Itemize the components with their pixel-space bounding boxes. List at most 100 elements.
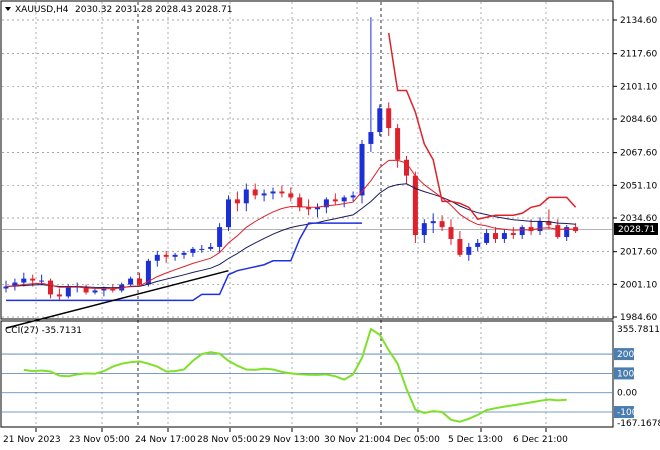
cci-min-label: -167.1678 [617,419,660,429]
candle-body [243,189,249,204]
current-price-box [614,223,658,235]
candle-body [475,242,481,247]
candle-body [297,197,303,208]
candle-body [386,108,392,129]
candle-body [65,286,71,297]
candle-body [466,246,472,255]
time-tick-label: 5 Dec 13:00 [448,435,503,445]
candle-body [501,233,507,239]
candle-body [3,286,9,289]
candle-body [145,260,151,285]
candle-body [261,193,267,196]
trailing-stop-support [6,222,362,302]
price-tick-label: 2034.60 [620,214,657,224]
cci-level-label: 100 [617,369,634,379]
price-tick-label: 2084.60 [620,115,657,125]
candle-body [306,207,312,210]
candle-body [172,254,178,257]
cci-line [23,327,567,423]
candle-body [404,159,409,176]
indicator-lines [5,32,577,423]
candle-body [101,288,107,291]
candle-body [92,290,98,293]
candle-body [199,248,205,250]
cci-max-label: 355.7811 [617,325,660,335]
cci-level-label: -100 [617,408,638,418]
time-tick-label: 6 Dec 21:00 [513,435,568,445]
cci-levels [2,353,612,413]
candle-body [430,221,436,224]
cci-level-label: 0.00 [617,389,637,399]
candle-body [368,132,374,144]
candle-body [252,189,258,196]
price-tick-label: 2101.10 [620,82,657,92]
ma-fast-line [5,159,576,290]
candle-body [519,227,525,236]
candles-layer [3,17,579,301]
price-tick-label: 2051.10 [620,181,657,191]
candle-body [217,227,223,247]
candle-body [546,221,552,226]
candle-body [315,207,320,210]
candle-body [56,294,62,297]
ohlc-label: 2030.32 2031.28 2028.43 2028.71 [75,5,232,15]
candle-body [448,227,454,239]
trailing-stop-resistance [387,32,577,221]
time-tick-label: 23 Nov 05:00 [69,435,130,445]
main-panel[interactable] [0,0,614,320]
candle-body [226,199,231,228]
candle-body [190,248,196,253]
price-tick-label: 2017.60 [620,248,657,258]
candle-body [39,280,45,282]
candle-body [528,227,534,232]
time-tick-label: 21 Nov 2023 [3,435,61,445]
cci-level-box [614,348,634,361]
current-price-label: 2028.71 [618,225,655,235]
candle-body [279,191,285,194]
candle-body [163,254,169,257]
candle-body [323,199,329,208]
time-tick-label: 4 Dec 05:00 [385,435,440,445]
candle-body [208,246,214,249]
candle-body [412,175,418,236]
cci-level-labels: 200 100 0.00 -100 [614,348,638,419]
candle-body [341,197,347,202]
price-tick-label: 2067.60 [620,149,657,159]
price-tick-label: 2134.60 [620,16,657,26]
candle-body [421,223,427,236]
candle-body [359,143,365,196]
candle-body [21,278,27,283]
candle-body [395,128,401,160]
candle-body [48,280,53,295]
candle-body [12,282,18,287]
candle-body [484,233,490,243]
candle-body [288,193,294,198]
price-tick-label: 1984.60 [620,313,657,323]
time-tick-label: 24 Nov 17:00 [135,435,196,445]
candle-body [439,221,445,228]
ma-slow-line [5,183,576,289]
candle-body [493,233,498,239]
candle-body [564,227,570,238]
candle-body [537,221,543,232]
price-axis: 2134.60 2117.60 2101.10 2084.60 2067.60 2051.… [613,16,657,323]
time-tick-label: 29 Nov 13:00 [259,435,320,445]
candle-body [234,199,240,204]
candle-body [457,238,463,255]
candle-body [350,195,356,198]
candle-body [110,288,116,291]
time-tick-label: 30 Nov 21:00 [324,435,385,445]
candle-body [83,286,89,293]
price-tick-label: 2117.60 [620,50,657,60]
candle-body [332,199,338,202]
time-axis: 21 Nov 2023 23 Nov 05:00 24 Nov 17:00 28 No… [3,428,568,445]
candle-body [137,278,142,285]
candle-body [270,191,276,194]
symbol-dropdown-icon[interactable] [5,7,11,11]
cci-level-label: 200 [617,350,634,360]
candle-body [377,108,383,133]
time-tick-label: 28 Nov 05:00 [197,435,258,445]
cci-level-box [614,367,634,380]
candle-body [181,252,187,255]
